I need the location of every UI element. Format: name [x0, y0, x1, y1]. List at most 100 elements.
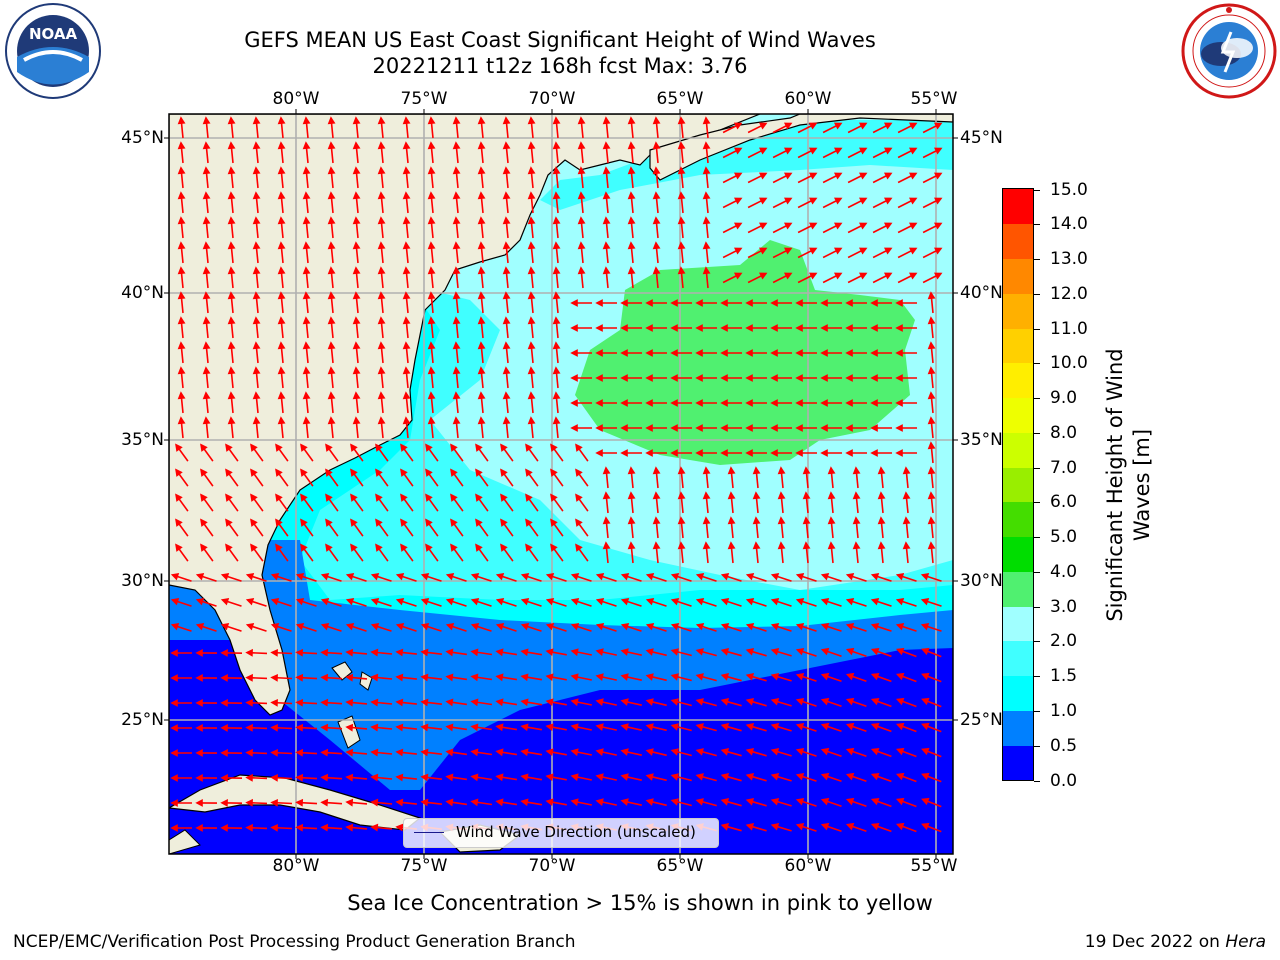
colorbar-tick-label: 6.0: [1050, 492, 1078, 513]
wave-direction-arrowhead: [352, 341, 361, 350]
wave-direction-arrowhead: [545, 597, 555, 606]
wave-direction-arrowhead: [377, 366, 386, 375]
wave-direction-arrowhead: [845, 747, 855, 756]
wave-direction-arrowhead: [652, 541, 661, 550]
wave-direction-arrowhead: [470, 673, 479, 682]
wave-direction-arrowhead: [833, 272, 843, 280]
wave-direction-arrowhead: [377, 166, 386, 175]
wave-direction-arrowhead: [475, 518, 483, 527]
wave-direction-arrowhead: [377, 116, 386, 125]
wave-direction-arrowhead: [500, 468, 508, 477]
wave-direction-arrowhead: [395, 622, 405, 631]
wave-direction-arrowhead: [620, 673, 629, 681]
wave-direction-arrowhead: [250, 518, 258, 527]
lon-tick-bottom: 80°W: [272, 856, 320, 876]
wave-direction-arrowhead: [921, 797, 930, 806]
wave-direction-arrowhead: [295, 698, 304, 707]
wave-direction-arrowhead: [220, 673, 228, 682]
wave-direction-arrowhead: [227, 416, 236, 425]
wave-direction-arrowhead: [620, 449, 628, 457]
wave-direction-arrowhead: [377, 391, 386, 400]
wave-direction-arrowhead: [852, 491, 861, 500]
colorbar-segment: [1003, 675, 1033, 711]
wave-direction-arrowhead: [733, 197, 743, 205]
wave-direction-arrowhead: [552, 241, 561, 250]
wave-direction-arrowhead: [595, 572, 605, 581]
wave-direction-arrowhead: [277, 316, 286, 325]
wave-direction-arrowhead: [170, 674, 178, 682]
wave-direction-arrowhead: [275, 518, 283, 527]
wave-direction-arrowhead: [645, 648, 654, 656]
wave-direction-arrowhead: [352, 141, 361, 150]
wave-direction-arrowhead: [502, 166, 511, 175]
wave-direction-arrowhead: [227, 291, 236, 300]
wave-direction-arrowhead: [352, 116, 361, 125]
wave-direction-arrowhead: [695, 449, 703, 457]
wave-direction-arrowhead: [375, 443, 383, 452]
wave-direction-arrowhead: [400, 468, 408, 477]
wave-direction-arrowhead: [227, 266, 236, 275]
wave-direction-arrowhead: [577, 141, 586, 150]
wave-direction-arrowhead: [820, 647, 830, 656]
wave-direction-arrowhead: [320, 798, 329, 807]
wave-direction-arrowhead: [570, 374, 578, 382]
wave-direction-arrowhead: [327, 216, 336, 225]
wave-direction-arrowhead: [645, 622, 655, 631]
wave-direction-arrowhead: [627, 516, 636, 525]
wave-direction-arrowhead: [520, 622, 530, 631]
wave-direction-arrowhead: [270, 673, 278, 682]
wave-direction-arrowhead: [275, 443, 283, 452]
wave-direction-arrowhead: [327, 166, 336, 175]
wave-direction-arrowhead: [527, 241, 536, 250]
wave-direction-arrowhead: [927, 516, 936, 525]
wave-direction-arrowhead: [202, 116, 211, 125]
wave-direction-arrowhead: [577, 216, 586, 225]
wave-direction-arrowhead: [175, 493, 183, 502]
wave-direction-arrowhead: [220, 748, 228, 757]
wave-direction-arrowhead: [702, 266, 711, 275]
wave-direction-arrowhead: [552, 141, 561, 150]
wave-direction-arrowhead: [202, 316, 211, 325]
colorbar-tick: [1034, 537, 1040, 539]
wave-direction-arrowhead: [202, 416, 211, 425]
wave-direction-arrowhead: [395, 773, 404, 782]
wave-direction-arrowhead: [545, 572, 555, 581]
wave-direction-arrowhead: [427, 241, 436, 250]
wave-direction-arrowhead: [452, 266, 461, 275]
wave-direction-arrowhead: [627, 216, 636, 225]
wave-direction-arrowhead: [927, 541, 936, 550]
wave-direction-arrowhead: [620, 374, 628, 382]
wave-direction-arrowhead: [820, 772, 830, 781]
wave-direction-arrowhead: [895, 772, 905, 781]
wave-direction-arrowhead: [727, 466, 736, 475]
colorbar-tick: [1034, 502, 1040, 504]
wave-direction-arrowhead: [570, 299, 578, 307]
wave-direction-arrowhead: [245, 572, 255, 581]
wave-direction-arrowhead: [545, 648, 554, 657]
wave-direction-arrowhead: [595, 399, 603, 407]
colorbar-segment: [1003, 293, 1033, 329]
colorbar-tick: [1034, 641, 1040, 643]
wave-direction-arrowhead: [677, 266, 686, 275]
colorbar-tick-label: 11.0: [1050, 318, 1088, 339]
wave-direction-arrowhead: [627, 266, 636, 275]
wave-direction-arrowhead: [620, 597, 630, 606]
wave-direction-arrowhead: [645, 723, 654, 731]
wave-direction-arrowhead: [795, 424, 803, 432]
wave-direction-arrowhead: [345, 798, 354, 807]
wave-direction-arrowhead: [520, 698, 529, 707]
wave-direction-arrowhead: [627, 191, 636, 200]
wave-direction-arrowhead: [200, 443, 208, 452]
wave-direction-arrowhead: [758, 147, 768, 155]
wave-direction-arrowhead: [345, 648, 354, 657]
wave-direction-arrowhead: [575, 518, 583, 527]
wave-direction-arrowhead: [427, 191, 436, 200]
wave-direction-arrowhead: [770, 772, 780, 781]
wave-direction-arrowhead: [277, 141, 286, 150]
wave-direction-arrowhead: [552, 391, 561, 400]
wave-direction-arrowhead: [327, 366, 336, 375]
wave-direction-arrowhead: [270, 597, 280, 606]
wave-direction-arrowhead: [652, 166, 661, 175]
wave-direction-arrowhead: [270, 748, 278, 757]
wave-direction-arrowhead: [895, 597, 905, 606]
